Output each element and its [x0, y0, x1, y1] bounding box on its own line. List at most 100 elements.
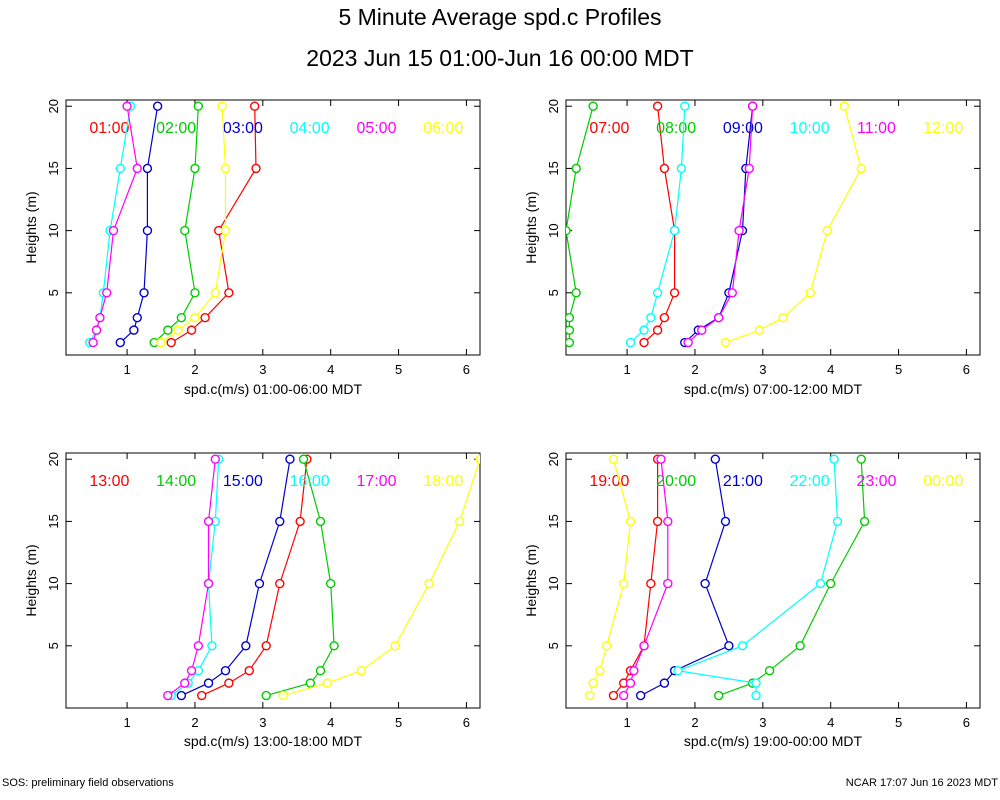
data-point [646, 312, 656, 323]
y-tick-label: 5 [546, 642, 561, 649]
series-line [623, 459, 669, 696]
data-point [625, 516, 636, 527]
data-point [571, 163, 581, 174]
data-point [602, 641, 612, 651]
data-point [88, 337, 98, 348]
data-point [390, 641, 400, 651]
data-point [193, 101, 204, 111]
legend-label: 15:00 [223, 473, 263, 490]
series-line [92, 106, 138, 343]
data-point [659, 312, 670, 323]
series-00:00 [585, 454, 636, 701]
data-point [200, 312, 210, 323]
data-point [720, 516, 731, 527]
data-point [122, 101, 132, 111]
y-tick-label: 5 [46, 642, 61, 649]
series-17:00 [163, 454, 221, 701]
y-tick-label: 10 [546, 576, 561, 590]
series-07:00 [639, 101, 680, 348]
data-point [203, 516, 214, 527]
legend-label: 16:00 [290, 473, 330, 490]
data-point [859, 516, 870, 527]
legend-label: 06:00 [423, 120, 463, 137]
series-line [170, 106, 257, 344]
x-tick-label: 3 [759, 362, 766, 377]
series-13:00 [197, 454, 312, 701]
x-tick-label: 1 [123, 715, 130, 730]
x-axis-label: spd.c(m/s) 13:00-18:00 MDT [184, 733, 363, 749]
data-point [629, 665, 639, 676]
x-tick-label: 4 [327, 362, 334, 377]
data-point [639, 641, 649, 651]
data-point [254, 578, 265, 589]
series-line [119, 106, 159, 344]
panel-3: 1 2 3 4 5 6 5 10 15 20 spd.c(m/s) 13:00-18:00 MDT H… [23, 452, 481, 749]
data-point [285, 454, 295, 464]
y-tick-label: 5 [46, 289, 61, 296]
data-point [795, 641, 805, 651]
panel-1: 1 2 3 4 5 6 5 10 15 20 spd.c(m/s) 01:00-06:00 MDT H… [23, 99, 481, 397]
data-point [115, 163, 125, 174]
series-06:00 [156, 101, 231, 348]
data-point [754, 325, 765, 335]
legend-label: 22:00 [790, 473, 830, 490]
series-11:00 [683, 101, 758, 348]
data-point [176, 690, 187, 701]
data-point [625, 678, 636, 688]
x-tick-label: 6 [963, 715, 970, 730]
data-point [190, 163, 200, 174]
y-tick-label: 20 [546, 99, 561, 113]
series-line [181, 459, 291, 697]
series-12:00 [720, 101, 866, 348]
panel-4: 1 2 3 4 5 6 5 10 15 20 spd.c(m/s) 19:00-00:00 MDT H… [523, 452, 981, 749]
data-point [734, 225, 744, 236]
data-point [751, 678, 761, 688]
data-point [278, 690, 288, 701]
data-point [663, 578, 673, 589]
chart-subtitle: 2023 Jun 15 01:00-Jun 16 00:00 MDT [306, 45, 694, 71]
legend-label: 00:00 [923, 473, 963, 490]
footer-timestamp: NCAR 17:07 Jun 16 2023 MDT [845, 777, 998, 789]
y-tick-label: 15 [46, 161, 61, 175]
series-line [589, 459, 632, 696]
data-point [424, 578, 434, 589]
x-axis-label: spd.c(m/s) 07:00-12:00 MDT [684, 381, 863, 397]
legend-label: 03:00 [223, 120, 263, 137]
data-point [639, 337, 649, 348]
legend-label: 21:00 [723, 473, 763, 490]
data-point [91, 325, 102, 335]
data-point [714, 312, 724, 323]
data-point [805, 288, 816, 298]
series-line [675, 459, 839, 696]
x-tick-label: 1 [623, 715, 630, 730]
series-line [643, 106, 676, 344]
data-point [190, 312, 200, 323]
panel-2: 1 2 3 4 5 6 5 10 15 20 spd.c(m/s) 07:00-12:00 MDT H… [523, 99, 981, 397]
x-tick-label: 2 [691, 362, 698, 377]
data-point [166, 337, 176, 348]
series-10:00 [625, 101, 690, 348]
data-point [566, 312, 575, 323]
data-point [261, 641, 271, 651]
series-line [613, 459, 659, 696]
data-point [744, 163, 754, 174]
data-point [163, 690, 173, 701]
data-point [305, 678, 316, 688]
data-point [566, 337, 575, 348]
y-axis-label: Heights (m) [523, 191, 539, 263]
data-point [618, 578, 629, 589]
data-point [203, 678, 214, 688]
data-point [220, 665, 231, 676]
data-point [625, 337, 636, 348]
data-point [322, 678, 332, 688]
data-point [298, 454, 309, 464]
data-point [129, 325, 139, 335]
x-tick-label: 1 [123, 362, 130, 377]
series-line [153, 106, 199, 344]
plot-frame [65, 452, 481, 709]
y-tick-label: 20 [46, 99, 61, 113]
series-18:00 [278, 454, 480, 701]
data-point [747, 101, 758, 111]
series-05:00 [88, 101, 142, 348]
series-03:00 [115, 101, 163, 348]
